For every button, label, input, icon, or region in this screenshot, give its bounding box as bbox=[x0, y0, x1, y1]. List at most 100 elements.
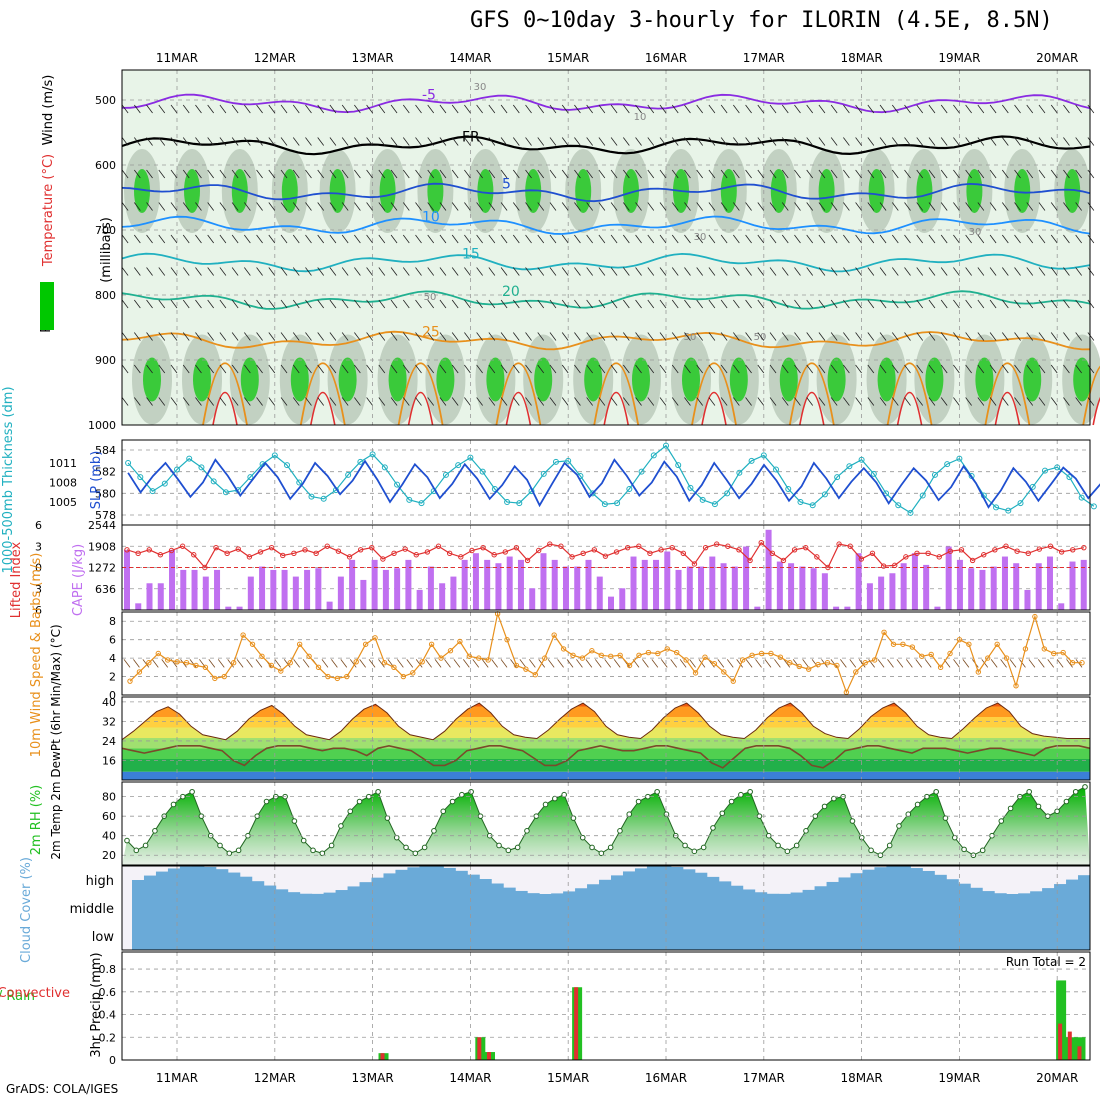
wind-barb bbox=[696, 202, 703, 211]
wind-barb bbox=[402, 104, 410, 114]
wind-barb bbox=[733, 299, 740, 309]
date-label-top: 18MAR bbox=[841, 51, 883, 65]
wind-barb bbox=[366, 364, 373, 374]
panel-frame bbox=[121, 611, 1091, 696]
wind-barb bbox=[305, 104, 312, 114]
wind-barb bbox=[500, 332, 508, 341]
wind-barb bbox=[940, 202, 948, 211]
lifted-index-point bbox=[424, 549, 431, 555]
wind-barb bbox=[121, 234, 129, 244]
wind-speed-point bbox=[692, 670, 699, 676]
cape-bar bbox=[641, 559, 648, 610]
thickness-point bbox=[1005, 507, 1012, 514]
pressure-tick-label: 500 bbox=[95, 94, 116, 107]
wind-barb bbox=[305, 364, 312, 374]
lifted-index-point bbox=[669, 544, 675, 551]
temp-line bbox=[121, 702, 1090, 741]
cloud-mid-low-cell bbox=[491, 894, 504, 950]
wind-barb bbox=[317, 202, 325, 211]
wind-barb bbox=[806, 267, 814, 276]
wind-speed-point bbox=[909, 644, 916, 650]
wind-barb bbox=[757, 137, 765, 146]
wind-speed-point bbox=[193, 662, 199, 669]
wind-barb bbox=[733, 332, 740, 341]
cloud-mid-low-cell bbox=[718, 894, 732, 950]
wind-barb bbox=[574, 202, 581, 211]
wind-barb bbox=[940, 299, 948, 309]
wind-barb bbox=[1038, 104, 1046, 114]
wind-barb-10m bbox=[736, 659, 743, 668]
thickness-point bbox=[773, 466, 780, 473]
rh-moist-core bbox=[1064, 169, 1081, 213]
wind-barb bbox=[305, 397, 312, 406]
wind-speed-point bbox=[259, 653, 265, 659]
wind-barb bbox=[1050, 104, 1058, 114]
wind-barb bbox=[891, 234, 899, 244]
wind-barb bbox=[1075, 202, 1082, 211]
wind-barb-10m bbox=[745, 659, 753, 668]
wind-barb bbox=[574, 137, 581, 146]
wind-barb bbox=[830, 397, 838, 406]
wind-barb bbox=[1014, 234, 1021, 244]
wind-speed-point bbox=[372, 635, 378, 641]
wind-barb bbox=[561, 299, 569, 309]
wind-barb bbox=[879, 169, 887, 179]
wind-barb-10m bbox=[1047, 659, 1055, 668]
thickness-point bbox=[394, 481, 401, 488]
wind-barb bbox=[965, 234, 972, 244]
thickness-point bbox=[442, 471, 449, 478]
rh-moist-core bbox=[436, 357, 455, 402]
rh2m-point bbox=[449, 798, 456, 805]
wind-barb bbox=[574, 364, 581, 374]
wind-barb bbox=[965, 397, 972, 406]
wind-speed-point bbox=[777, 654, 784, 660]
isotherm-label: FR bbox=[462, 130, 480, 146]
wind-barb bbox=[965, 364, 972, 374]
wind-barb-10m bbox=[133, 659, 140, 668]
cape-bar bbox=[1069, 561, 1076, 610]
wind-tick-label: 2 bbox=[109, 671, 116, 684]
rh2m-point bbox=[775, 842, 781, 849]
wind-barb bbox=[781, 234, 789, 244]
wind-barb bbox=[280, 137, 288, 146]
wind-barb bbox=[280, 267, 288, 276]
wind-barb bbox=[354, 234, 361, 244]
wind-barb bbox=[256, 332, 263, 341]
wind-barb bbox=[720, 267, 728, 276]
wind-barb bbox=[1001, 267, 1009, 276]
wind-speed-point bbox=[664, 646, 670, 652]
wind-barb bbox=[537, 104, 545, 114]
wind-barb bbox=[830, 234, 838, 244]
precip-tick-label: 0 bbox=[109, 1054, 116, 1067]
cloud-mid-low-cell bbox=[694, 894, 708, 950]
wind-barb-10m bbox=[1037, 659, 1045, 668]
cloud-mid-low-cell bbox=[802, 894, 816, 950]
wind-barb bbox=[586, 299, 593, 309]
wind-barb bbox=[329, 234, 337, 244]
wind-speed-point bbox=[1022, 646, 1029, 652]
wind-barb bbox=[195, 397, 202, 406]
wind-barb bbox=[977, 169, 985, 179]
wind-barb bbox=[794, 364, 801, 374]
cape-tick-label: 636 bbox=[95, 583, 116, 596]
wind-barb bbox=[879, 397, 887, 406]
wind-barb bbox=[500, 137, 508, 146]
wind-barb bbox=[134, 104, 141, 114]
wind-barb bbox=[940, 397, 948, 406]
wind-barb bbox=[219, 364, 227, 374]
wind-barb bbox=[879, 267, 887, 276]
thickness-point bbox=[797, 499, 804, 505]
wind-barb bbox=[366, 169, 373, 179]
wind-barb-10m bbox=[840, 659, 847, 668]
wind-barb bbox=[720, 364, 728, 374]
wind-barb bbox=[696, 364, 703, 374]
rh-contour-label: 30 bbox=[969, 227, 982, 238]
wind-barb bbox=[390, 104, 398, 114]
lifted-index-point bbox=[803, 544, 809, 551]
wind-barb bbox=[146, 332, 153, 341]
wind-barb-10m bbox=[689, 659, 696, 668]
wind-barb bbox=[231, 364, 239, 374]
wind-barb bbox=[1038, 397, 1046, 406]
wind-barb bbox=[989, 299, 997, 309]
wind-barb bbox=[329, 299, 337, 309]
